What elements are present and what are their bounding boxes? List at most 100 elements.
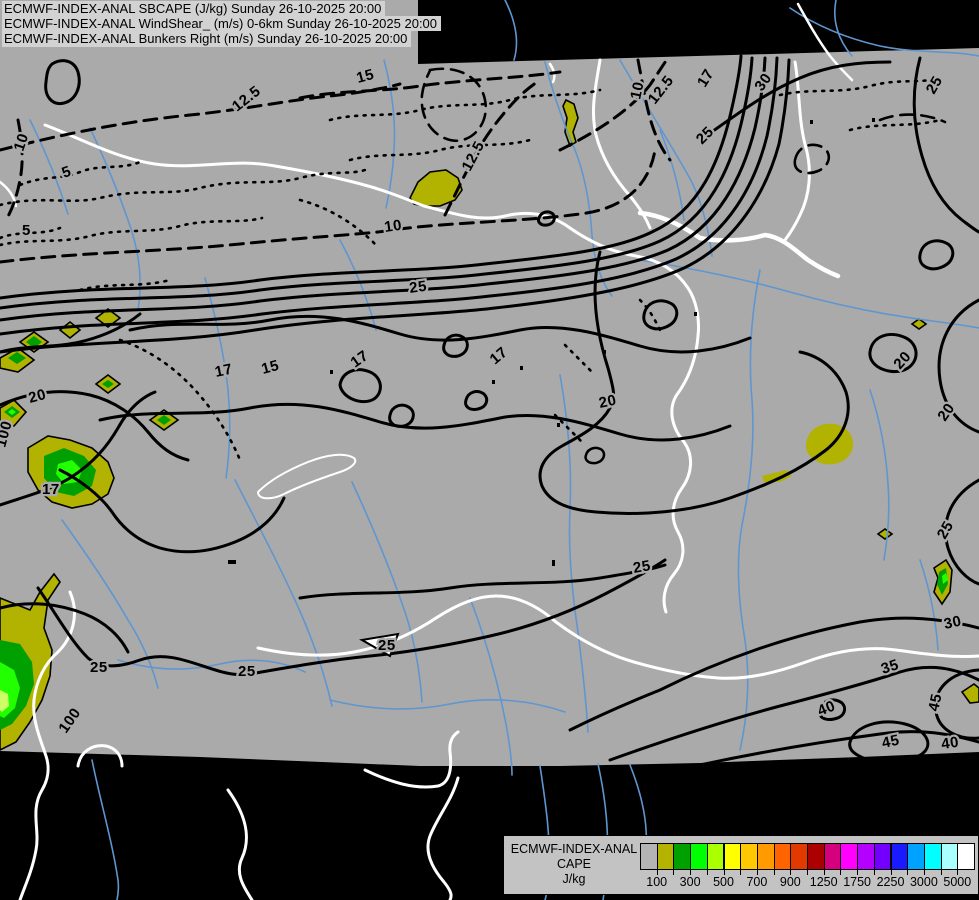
contour-path <box>558 56 670 152</box>
border-path <box>256 594 558 657</box>
legend-tick <box>706 870 708 875</box>
border-path <box>76 744 124 768</box>
legend-swatch <box>740 843 758 870</box>
river-path <box>834 0 853 57</box>
border-path-danube <box>637 210 841 279</box>
outside-domain-top <box>418 0 979 64</box>
border-path <box>783 60 811 242</box>
legend-swatch <box>890 843 909 870</box>
contour-path <box>464 390 489 411</box>
contour-path <box>98 402 732 442</box>
river-path <box>737 269 761 751</box>
cape-core <box>157 415 171 425</box>
contour-path <box>4 118 24 222</box>
legend-tick <box>873 870 875 875</box>
contour-path <box>933 668 979 740</box>
contour-path <box>818 698 847 721</box>
contour-path <box>912 56 979 234</box>
contour-label: 25 <box>378 637 396 654</box>
river-path <box>117 659 306 673</box>
legend-tick <box>740 870 742 875</box>
contour-path <box>348 138 532 162</box>
contour-label: 25 <box>238 663 256 680</box>
contour-label-flag <box>359 632 400 658</box>
legend-tick <box>957 870 959 875</box>
cape-core <box>8 409 16 415</box>
border-path <box>796 2 854 82</box>
river-path <box>469 597 513 776</box>
contour-label: 40 <box>940 734 960 753</box>
border-path <box>43 123 426 208</box>
contour-path <box>0 54 743 300</box>
cape-core <box>0 690 9 712</box>
contour-path <box>0 58 791 354</box>
dot-mark <box>694 312 697 316</box>
contour-path <box>0 56 754 310</box>
river-path <box>383 59 396 209</box>
dot-mark <box>557 423 560 427</box>
contour-path <box>36 558 667 677</box>
legend-unit: J/kg <box>562 872 586 886</box>
contour-path <box>18 160 142 187</box>
river-path <box>234 479 333 707</box>
legend-tick <box>690 870 692 875</box>
title-line-sbcape: ECMWF-INDEX-ANAL SBCAPE (J/kg) Sunday 26… <box>2 1 386 17</box>
river-path <box>789 7 979 57</box>
contour-label: 30 <box>942 613 963 633</box>
river-path <box>619 59 713 257</box>
legend-tick-label: 2250 <box>876 875 905 889</box>
legend-tick-label: 1250 <box>809 875 838 889</box>
legend-tick <box>723 870 725 875</box>
contour-label: 17 <box>42 481 60 498</box>
river-path <box>29 119 69 215</box>
contour-path <box>298 563 667 600</box>
contour-path <box>0 312 142 354</box>
legend-swatch <box>773 843 792 870</box>
legend-tick-label: 900 <box>779 875 801 889</box>
border-path <box>363 730 460 789</box>
legend-swatch <box>656 843 675 870</box>
legend-tick <box>940 870 942 875</box>
legend-tick-label: 3000 <box>909 875 938 889</box>
legend-swatch <box>690 843 708 870</box>
contour-path <box>0 390 157 507</box>
contour-path <box>0 602 130 654</box>
legend-tick <box>823 870 825 875</box>
river-path <box>351 481 423 703</box>
lake-balaton-outline <box>257 453 357 500</box>
legend-tick <box>923 870 925 875</box>
contour-path <box>793 143 831 175</box>
dot-mark <box>872 118 875 122</box>
contour-path <box>698 60 892 142</box>
dot-mark <box>552 560 555 566</box>
contour-path <box>918 239 955 271</box>
river-path <box>91 759 120 900</box>
river-path <box>559 374 589 733</box>
legend-swatch <box>840 843 859 870</box>
legend-tick <box>907 870 909 875</box>
contour-path <box>878 113 947 124</box>
contour-path <box>443 78 542 217</box>
contour-path <box>420 67 488 143</box>
contour-label: 25 <box>632 557 652 577</box>
legend-swatch <box>923 843 942 870</box>
contour-path <box>848 118 942 132</box>
legend-swatch <box>723 843 742 870</box>
river-path <box>919 559 939 651</box>
legend-model-name: ECMWF-INDEX-ANAL <box>510 842 638 856</box>
contour-path <box>636 58 672 162</box>
contour-path <box>298 198 377 246</box>
contour-path <box>778 76 942 97</box>
legend-tick-label: 5000 <box>943 875 972 889</box>
legend-parameter: CAPE <box>556 857 592 871</box>
legend-tick <box>807 870 808 875</box>
dot-mark <box>492 380 495 384</box>
legend-swatch <box>807 843 825 870</box>
contour-label: 25 <box>408 278 428 297</box>
legend-tick-label: 1750 <box>843 875 871 889</box>
legend-tick <box>656 870 658 875</box>
cape-core <box>8 352 26 364</box>
border-path <box>554 620 979 680</box>
